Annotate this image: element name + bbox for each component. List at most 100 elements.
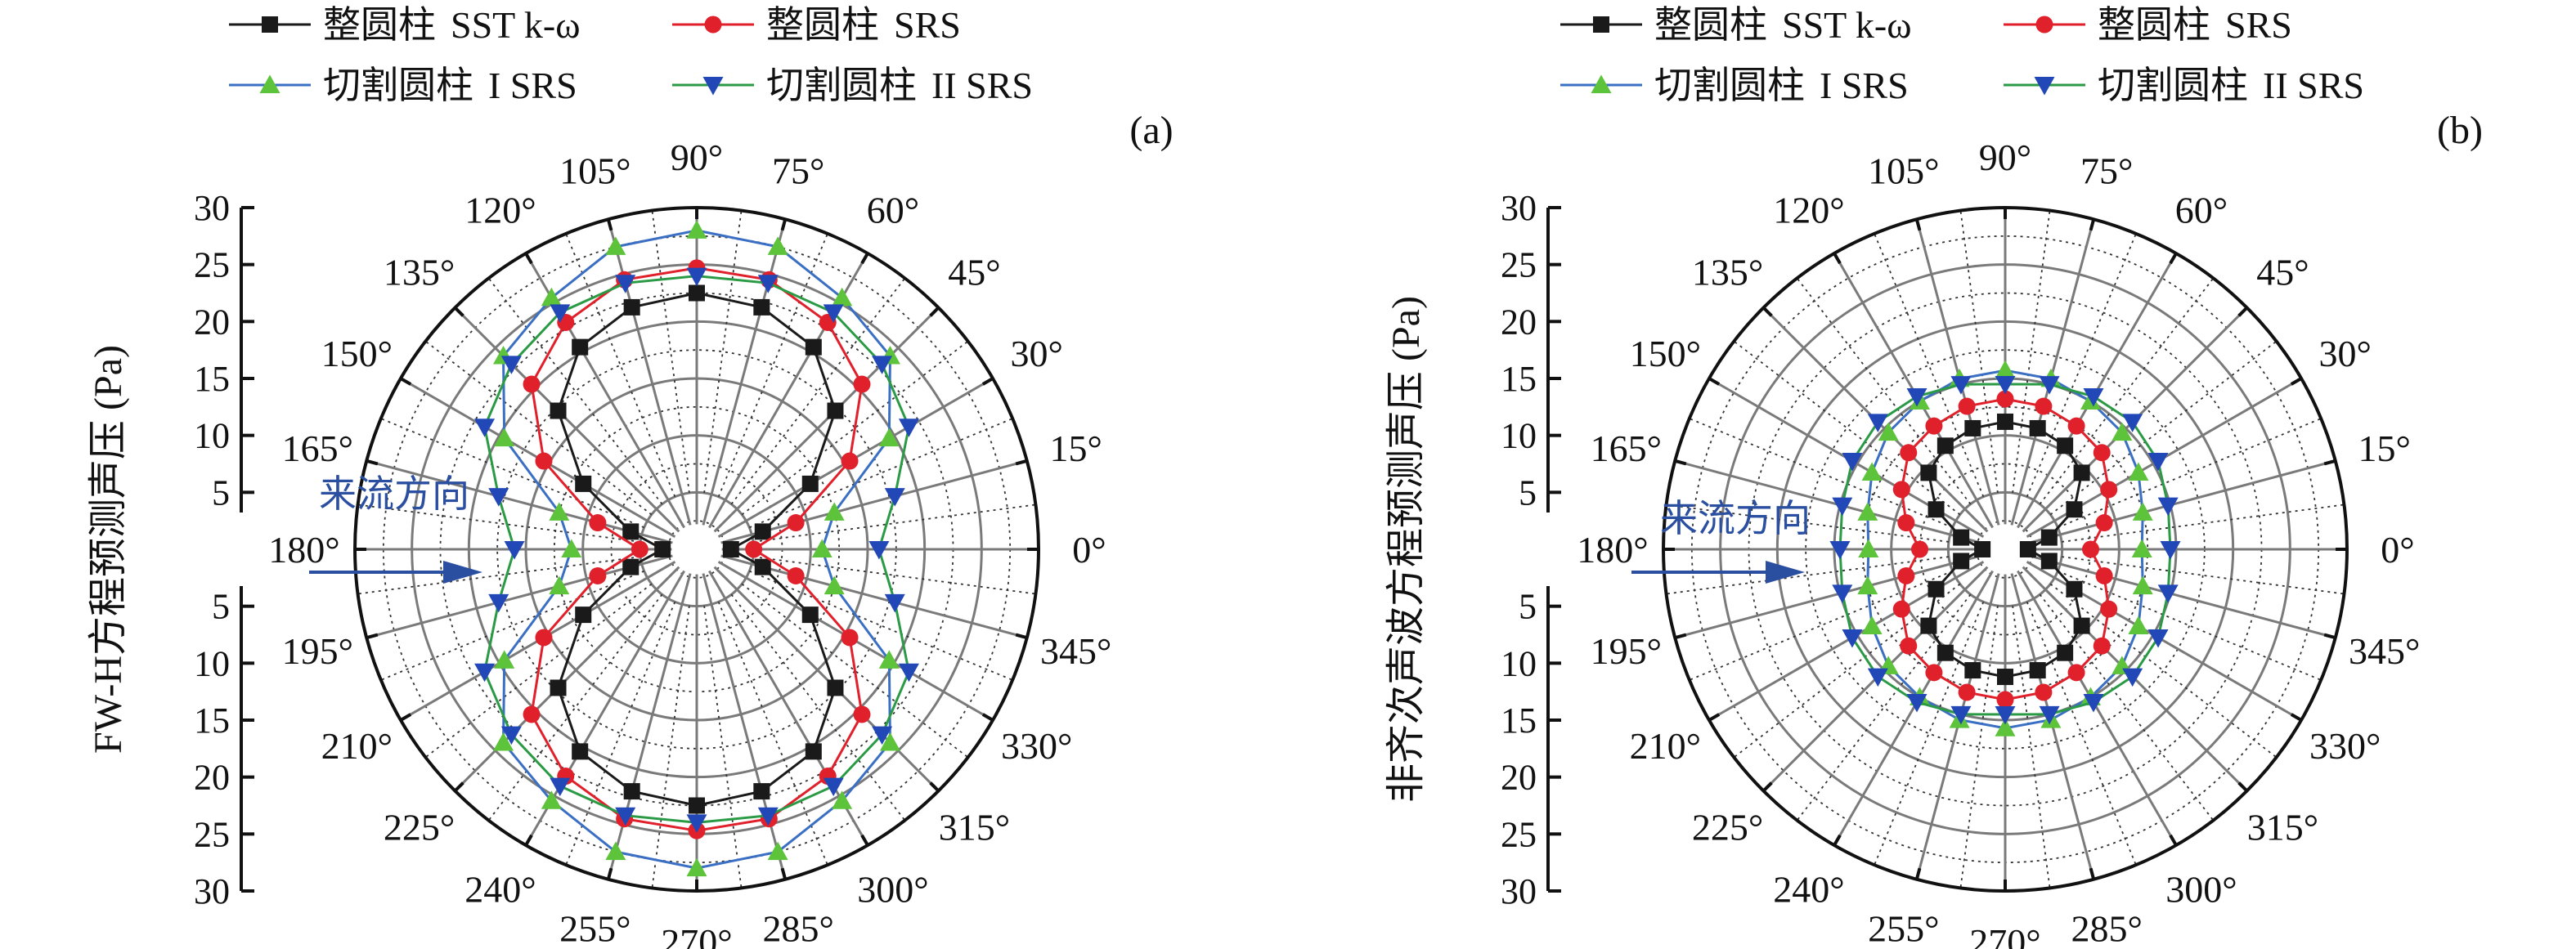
- data-point: [589, 566, 607, 584]
- angle-tick-label: 135°: [384, 252, 455, 293]
- angle-tick-label: 300°: [2165, 869, 2237, 911]
- angle-tick-mark: [1674, 459, 1687, 466]
- legend-label-prefix: 整圆柱: [766, 4, 879, 46]
- flow-arrow-head: [1766, 561, 1805, 584]
- data-point: [550, 679, 567, 696]
- polar-chart-a: 0° 15° 30°45° 60° 75° 90° 105° 120°135° 150° 165°…: [87, 4, 1174, 949]
- grid-spoke-minor: [487, 277, 663, 505]
- data-point: [686, 814, 707, 833]
- data-point: [2073, 617, 2090, 634]
- data-point: [500, 726, 522, 745]
- grid-spoke-minor: [1796, 593, 1972, 821]
- data-point: [1832, 584, 1853, 603]
- angle-tick-label: 45°: [2256, 252, 2309, 293]
- data-point: [523, 375, 541, 393]
- legend-label: 整圆柱 SST k-ω: [1654, 4, 1912, 46]
- data-point: [2093, 637, 2111, 655]
- grid-spoke-minor: [749, 570, 1013, 681]
- data-point: [1925, 664, 1943, 682]
- data-point: [500, 356, 522, 374]
- data-point: [488, 593, 509, 613]
- data-point: [549, 502, 570, 521]
- radial-tick-label: 30: [1501, 188, 1537, 228]
- data-point: [2066, 501, 2083, 518]
- angle-tick-mark: [2323, 633, 2336, 640]
- data-point: [841, 629, 859, 647]
- data-point: [550, 402, 567, 419]
- legend-label: 切割圆柱 I SRS: [1654, 65, 1909, 106]
- data-point: [1996, 390, 2014, 408]
- data-point: [801, 607, 819, 624]
- data-point: [1920, 464, 1937, 481]
- grid-spoke-minor: [730, 277, 906, 505]
- legend-marker: [704, 16, 722, 34]
- data-point: [805, 743, 822, 760]
- grid-spoke: [607, 218, 692, 526]
- data-point: [689, 797, 705, 814]
- data-point: [884, 488, 905, 507]
- data-point: [2083, 387, 2104, 407]
- data-point: [550, 304, 571, 323]
- angle-tick-mark: [2237, 781, 2248, 792]
- data-point: [1950, 376, 1972, 395]
- grid-spoke: [720, 554, 1028, 639]
- data-point: [2100, 600, 2118, 618]
- data-point: [686, 220, 707, 239]
- angle-tick-mark: [606, 867, 613, 880]
- data-point: [2057, 644, 2074, 661]
- data-point: [1906, 387, 1928, 407]
- data-point: [474, 419, 496, 437]
- data-point: [757, 807, 779, 826]
- radial-tick-label: 5: [1519, 587, 1537, 627]
- angle-tick-label: 255°: [1868, 908, 1939, 949]
- angle-tick-mark: [2169, 253, 2178, 265]
- angle-tick-mark: [2323, 459, 2336, 466]
- data-point: [572, 743, 589, 760]
- legend-marker: [1593, 16, 1609, 33]
- data-point: [2147, 629, 2169, 648]
- grid-spoke-minor: [2012, 210, 2051, 494]
- data-point: [1867, 414, 1888, 432]
- data-point: [572, 338, 589, 356]
- data-point: [898, 663, 919, 683]
- data-point: [1842, 629, 1863, 648]
- data-point: [1857, 502, 1878, 521]
- legend-entry: 切割圆柱 II SRS: [2004, 65, 2364, 106]
- radial-tick-label: 15: [1501, 701, 1537, 741]
- grid-spoke-minor: [741, 583, 969, 759]
- grid-spoke-minor: [2061, 556, 2345, 595]
- data-point: [605, 236, 626, 255]
- data-point: [474, 663, 496, 683]
- legend-label-prefix: 切割圆柱: [766, 65, 917, 106]
- grid-spoke-minor: [703, 210, 743, 494]
- angle-tick-label: 120°: [1773, 189, 1844, 231]
- data-point: [1920, 617, 1937, 634]
- angle-tick-label: 195°: [282, 630, 353, 672]
- data-point: [615, 807, 636, 826]
- radial-tick-label: 25: [1501, 245, 1537, 285]
- angle-tick-label: 300°: [857, 869, 928, 911]
- data-point: [535, 629, 553, 647]
- data-point: [898, 419, 919, 437]
- grid-spoke-minor: [1666, 504, 1950, 543]
- data-point: [2029, 662, 2046, 679]
- data-point: [757, 275, 779, 293]
- legend-marker: [2034, 77, 2055, 96]
- data-point: [523, 705, 541, 723]
- grid-spoke-minor: [717, 602, 828, 866]
- data-point: [811, 539, 832, 557]
- grid-spoke-minor: [651, 605, 690, 889]
- grid-spoke-minor: [424, 340, 653, 516]
- flow-direction-label: 来流方向: [319, 473, 469, 515]
- data-point: [615, 275, 636, 293]
- data-point: [1911, 540, 1928, 558]
- data-point: [2128, 462, 2149, 481]
- data-point: [767, 236, 788, 255]
- polar-chart-b: 0° 15° 30°45° 60° 75° 90° 105° 120°135° 150° 165°…: [1384, 4, 2483, 949]
- legend-entry: 整圆柱 SST k-ω: [229, 4, 581, 46]
- radial-tick-label: 25: [1501, 814, 1537, 854]
- legend-label-suffix: II SRS: [2263, 65, 2364, 106]
- data-point: [623, 783, 640, 800]
- legend-entry: 整圆柱 SRS: [672, 4, 961, 46]
